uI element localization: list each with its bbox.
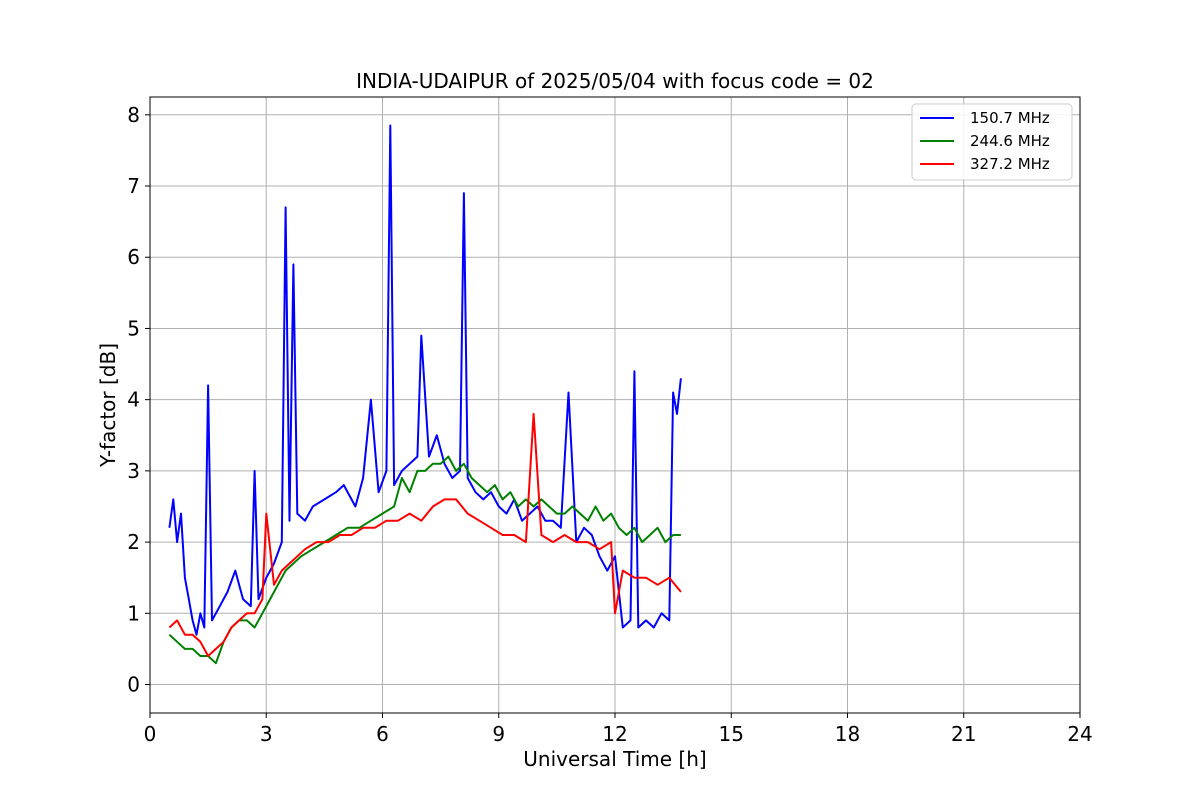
x-tick-label: 15 [719, 722, 744, 746]
y-tick-label: 0 [127, 673, 140, 697]
series-layer [168, 124, 682, 665]
series-line-3 [168, 412, 682, 657]
y-axis-label: Y-factor [dB] [96, 343, 120, 468]
y-tick-label: 8 [127, 103, 140, 127]
legend: 150.7 MHz 244.6 MHz 327.2 MHz [911, 103, 1073, 181]
y-tick-label: 7 [127, 174, 140, 198]
y-tick-label: 6 [127, 245, 140, 269]
x-tick-label: 6 [376, 722, 389, 746]
x-tick-label: 0 [144, 722, 157, 746]
y-tick-label: 4 [127, 388, 140, 412]
y-tick-label: 5 [127, 316, 140, 340]
legend-label-3: 327.2 MHz [970, 155, 1050, 173]
legend-label-2: 244.6 MHz [970, 132, 1050, 150]
x-axis-label: Universal Time [h] [523, 747, 706, 771]
y-tick-label: 2 [127, 530, 140, 554]
x-tick-label: 3 [260, 722, 273, 746]
x-tick-label: 18 [835, 722, 860, 746]
legend-frame [911, 103, 1073, 181]
series-line-1 [168, 124, 682, 636]
y-tick-label: 1 [127, 601, 140, 625]
legend-label-1: 150.7 MHz [970, 109, 1050, 127]
x-tick-label: 21 [951, 722, 976, 746]
x-tick-label: 9 [492, 722, 505, 746]
chart-title: INDIA-UDAIPUR of 2025/05/04 with focus c… [356, 69, 874, 93]
y-tick-label: 3 [127, 459, 140, 483]
x-tick-label: 12 [602, 722, 627, 746]
series-line-2 [168, 455, 681, 665]
x-tick-label: 24 [1067, 722, 1092, 746]
